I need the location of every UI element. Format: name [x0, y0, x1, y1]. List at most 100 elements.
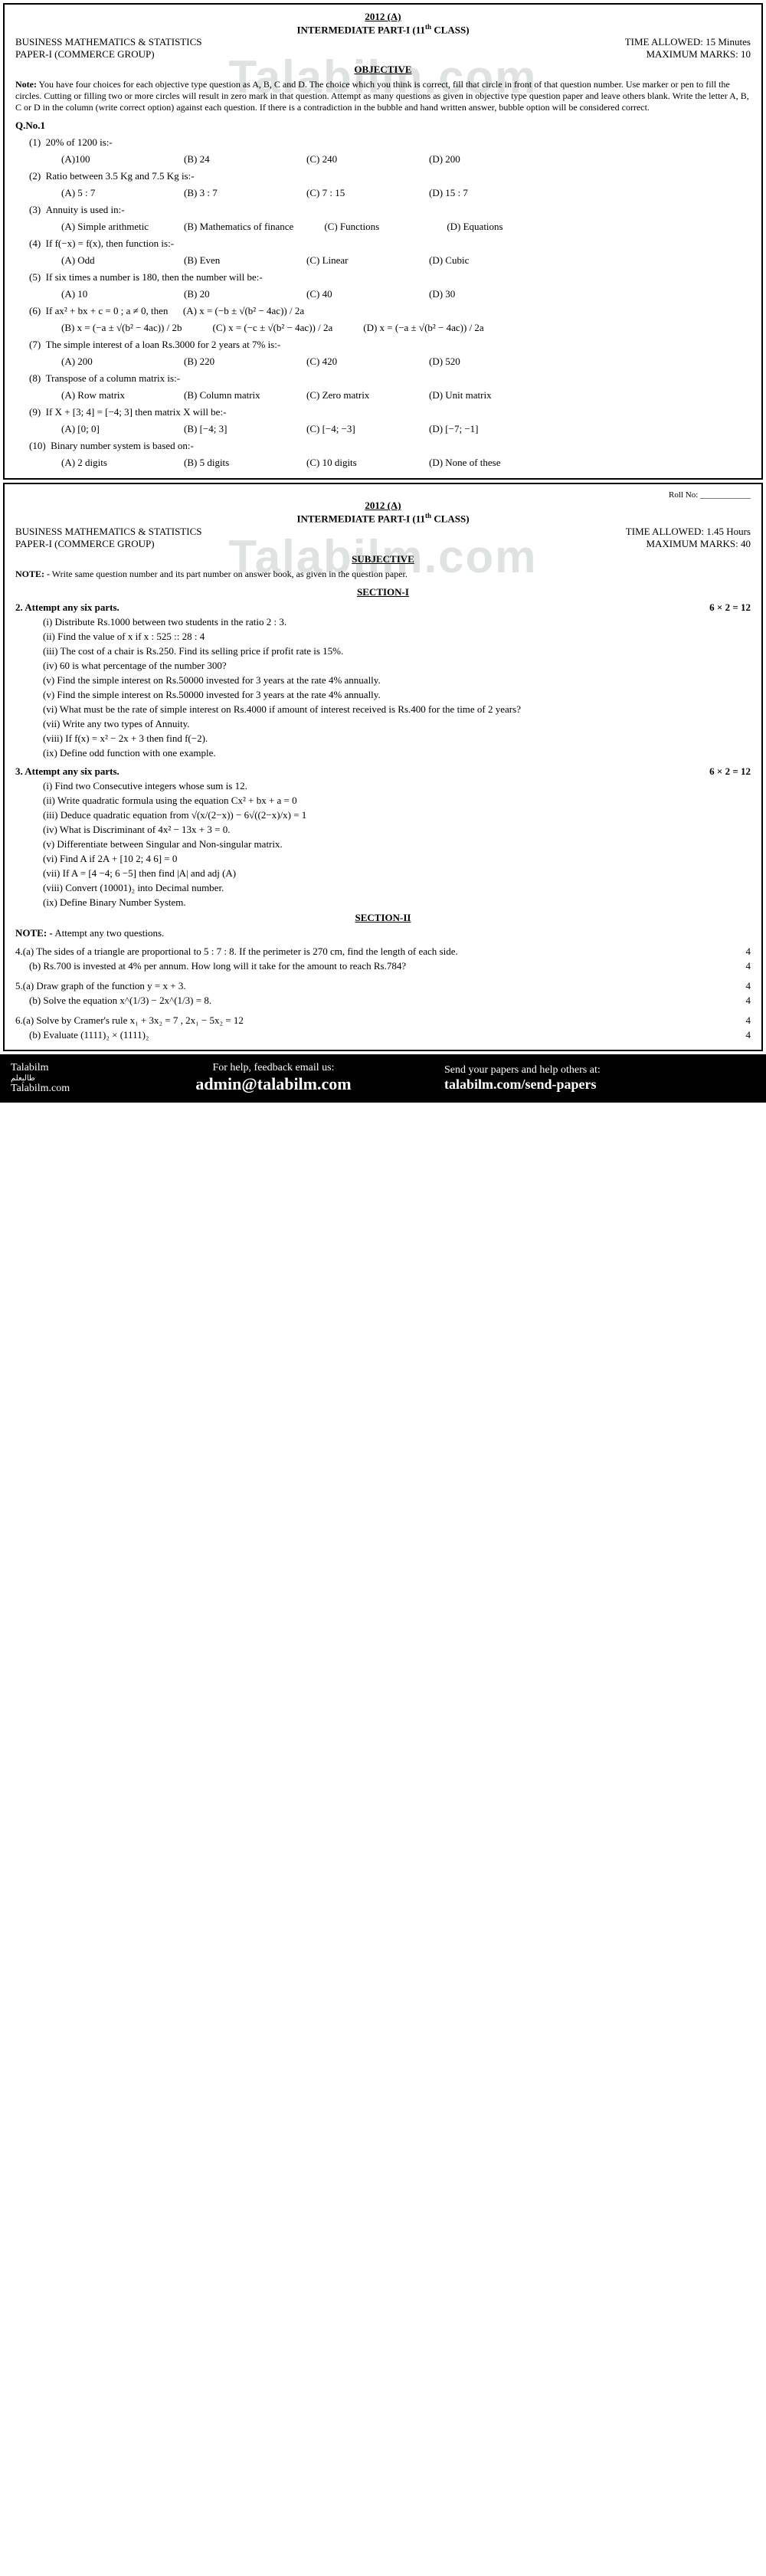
q3-marks: 6 × 2 = 12 [709, 765, 751, 778]
q6b-text: (b) Evaluate (1111)₂ × (1111)₂ [29, 1029, 149, 1041]
q8-c: (C) Zero matrix [306, 389, 398, 401]
mcq-10: (10) Binary number system is based on:- [29, 440, 751, 452]
help-email[interactable]: admin@talabilm.com [118, 1074, 429, 1094]
note-text: Write same question number and its part … [52, 569, 408, 579]
year: 2012 (A) [15, 11, 751, 23]
q8-num: (8) [29, 372, 41, 384]
subject: BUSINESS MATHEMATICS & STATISTICS [15, 36, 201, 48]
q3-a: (A) Simple arithmetic [61, 221, 153, 233]
q4-c: (C) Linear [306, 254, 398, 267]
note2: NOTE: - Attempt any two questions. [15, 927, 751, 939]
title-end: CLASS) [431, 24, 470, 35]
q3-text: Annuity is used in:- [46, 204, 125, 215]
paper: PAPER-I (COMMERCE GROUP) [15, 538, 155, 550]
q2-v: (v) Find the simple interest on Rs.50000… [43, 674, 381, 686]
q7-text: The simple interest of a loan Rs.3000 fo… [46, 339, 281, 350]
help-text: For help, feedback email us: [118, 1062, 429, 1074]
q6a-text: 6.(a) Solve by Cramer's rule x₁ + 3x₂ = … [15, 1014, 244, 1026]
q4a-text: 4.(a) The sides of a triangle are propor… [15, 946, 458, 957]
q2-viii: (viii) If f(x) = x² − 2x + 3 then find f… [43, 732, 751, 745]
q2-a: (A) 5 : 7 [61, 187, 153, 199]
note-label: Note: [15, 79, 37, 90]
q3-num: (3) [29, 204, 41, 215]
q2-ix: (ix) Define odd function with one exampl… [43, 747, 751, 759]
q3-ii: (ii) Write quadratic formula using the e… [43, 795, 751, 807]
q4a-marks: 4 [746, 946, 751, 958]
q10-num: (10) [29, 440, 46, 451]
q10-options: (A) 2 digits(B) 5 digits(C) 10 digits(D)… [61, 457, 751, 469]
send-link[interactable]: talabilm.com/send-papers [444, 1077, 755, 1093]
q4b: (b) Rs.700 is invested at 4% per annum. … [29, 960, 751, 972]
q1-d: (D) 200 [429, 153, 521, 166]
mcq-8: (8) Transpose of a column matrix is:- [29, 372, 751, 385]
title-sup: th [425, 23, 431, 31]
exam-title: INTERMEDIATE PART-I (11th CLASS) [15, 512, 751, 525]
q6-text: If ax² + bx + c = 0 ; a ≠ 0, then [46, 305, 169, 316]
q8-text: Transpose of a column matrix is:- [46, 372, 180, 384]
q6-d: (D) x = (−a ± √(b² − 4ac)) / 2a [363, 322, 483, 334]
max-marks: MAXIMUM MARKS: 10 [646, 48, 751, 61]
q2-b: (B) 3 : 7 [184, 187, 276, 199]
q9-num: (9) [29, 406, 41, 418]
q7-b: (B) 220 [184, 356, 276, 368]
q7-options: (A) 200 (B) 220 (C) 420 (D) 520 [61, 356, 751, 368]
q4-num: (4) [29, 238, 41, 249]
subjective-heading: SUBJECTIVE [15, 553, 751, 565]
title-text: INTERMEDIATE PART-I (11 [296, 24, 425, 35]
q8-b: (B) Column matrix [184, 389, 276, 401]
q3-iv: (iv) What is Discriminant of 4x² − 13x +… [43, 824, 751, 836]
q4b-marks: 4 [746, 960, 751, 972]
note-block: Note: You have four choices for each obj… [15, 79, 751, 113]
q3-vi: (vi) Find A if 2A + [10 2; 4 6] = 0 [43, 853, 751, 865]
q2-ii: (ii) Find the value of x if x : 525 :: 2… [43, 631, 751, 643]
q1-options: (A)100(B) 24(C) 240(D) 200 [61, 153, 751, 166]
q3-iii: (iii) Deduce quadratic equation from √(x… [43, 809, 751, 821]
q5-a: (A) 10 [61, 288, 153, 300]
roll-label: Roll No: [669, 490, 698, 500]
q9-b: (B) [−4; 3] [184, 423, 276, 435]
title-sup: th [425, 512, 431, 519]
note-label: NOTE: - [15, 569, 50, 579]
q10-c: (C) 10 digits [306, 457, 398, 469]
q7-d: (D) 520 [429, 356, 521, 368]
mcq-6: (6) If ax² + bx + c = 0 ; a ≠ 0, then (A… [29, 305, 751, 317]
q6a: 6.(a) Solve by Cramer's rule x₁ + 3x₂ = … [15, 1014, 751, 1027]
objective-heading: OBJECTIVE [15, 64, 751, 76]
footer-help: For help, feedback email us: admin@talab… [118, 1062, 429, 1094]
section-1-heading: SECTION-I [15, 586, 751, 598]
q6-num: (6) [29, 305, 41, 316]
note2-label: NOTE: - [15, 927, 53, 939]
q7-a: (A) 200 [61, 356, 153, 368]
q2-vii: (vii) Write any two types of Annuity. [43, 718, 751, 730]
q6b: (b) Evaluate (1111)₂ × (1111)₂4 [29, 1029, 751, 1041]
q6a-marks: 4 [746, 1014, 751, 1027]
q10-text: Binary number system is based on:- [51, 440, 194, 451]
q5-b: (B) 20 [184, 288, 276, 300]
q5-options: (A) 10(B) 20(C) 40(D) 30 [61, 288, 751, 300]
mcq-3: (3) Annuity is used in:- [29, 204, 751, 216]
q5b: (b) Solve the equation x^(1/3) − 2x^(1/3… [29, 995, 751, 1007]
mcq-7: (7) The simple interest of a loan Rs.300… [29, 339, 751, 351]
q10-a: (A) 2 digits [61, 457, 153, 469]
q3-b: (B) Mathematics of finance [184, 221, 293, 233]
q3-vii: (vii) If A = [4 −4; 6 −5] then find |A| … [43, 867, 751, 880]
q2-i: (i) Distribute Rs.1000 between two stude… [43, 616, 751, 628]
q10-d: (D) None of these [429, 457, 521, 469]
q8-a: (A) Row matrix [61, 389, 153, 401]
q3-d: (D) Equations [447, 221, 538, 233]
q8-d: (D) Unit matrix [429, 389, 521, 401]
q1-text: 20% of 1200 is:- [46, 136, 113, 148]
q2-d: (D) 15 : 7 [429, 187, 521, 199]
q6-b: (B) x = (−a ± √(b² − 4ac)) / 2b [61, 322, 182, 334]
time-allowed: TIME ALLOWED: 15 Minutes [625, 36, 751, 48]
q5b-text: (b) Solve the equation x^(1/3) − 2x^(1/3… [29, 995, 211, 1006]
time-allowed: TIME ALLOWED: 1.45 Hours [626, 526, 751, 538]
q2-heading: 2. Attempt any six parts.6 × 2 = 12 [15, 601, 751, 614]
q4b-text: (b) Rs.700 is invested at 4% per annum. … [29, 960, 406, 972]
exam-page-subjective: Talabilm.com Roll No: ____________ 2012 … [3, 483, 763, 1050]
note2-text: Attempt any two questions. [54, 927, 164, 939]
brand-en: Talabilm [11, 1062, 103, 1074]
q1-c: (C) 240 [306, 153, 398, 166]
year: 2012 (A) [15, 500, 751, 512]
q7-c: (C) 420 [306, 356, 398, 368]
